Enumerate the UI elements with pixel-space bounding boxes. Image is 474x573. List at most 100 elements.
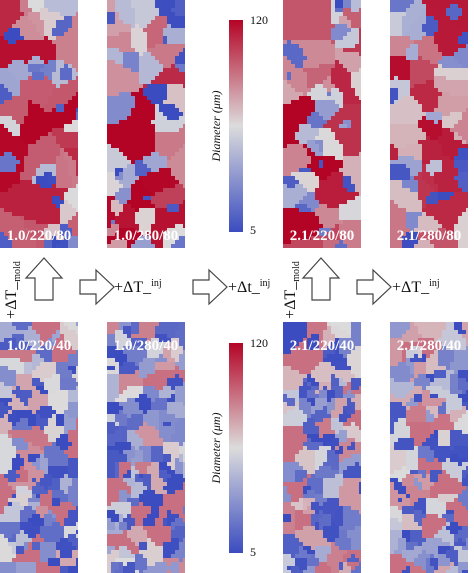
grain xyxy=(36,112,40,116)
grain xyxy=(331,32,335,36)
grain xyxy=(438,204,442,208)
grain xyxy=(155,48,159,52)
grain xyxy=(323,64,327,68)
grain xyxy=(442,160,446,164)
grain xyxy=(327,164,331,168)
grain xyxy=(343,240,347,244)
grain xyxy=(36,48,40,52)
grain xyxy=(426,104,430,108)
grain xyxy=(143,128,147,132)
grain xyxy=(147,168,151,172)
grain xyxy=(56,120,60,124)
grain xyxy=(20,108,24,112)
grain xyxy=(359,48,361,52)
grain xyxy=(450,208,454,212)
grain xyxy=(8,212,12,216)
grain xyxy=(183,140,185,144)
grain xyxy=(311,68,315,72)
grain xyxy=(60,92,64,96)
grain xyxy=(323,208,327,212)
grain xyxy=(32,196,36,200)
grain xyxy=(163,140,167,144)
grain xyxy=(347,84,351,88)
grain xyxy=(48,120,52,124)
grain xyxy=(438,76,442,80)
grain xyxy=(462,132,466,136)
grain xyxy=(72,112,76,116)
grain xyxy=(115,224,119,228)
grain xyxy=(442,108,446,112)
grain xyxy=(32,84,36,88)
grain xyxy=(323,136,327,140)
grain xyxy=(295,108,299,112)
grain xyxy=(307,168,311,172)
grain xyxy=(295,76,299,80)
grain xyxy=(183,176,185,180)
grain xyxy=(426,116,430,120)
grain xyxy=(48,124,52,128)
grain xyxy=(315,112,319,116)
grain xyxy=(155,144,159,148)
grain xyxy=(355,188,359,192)
grain xyxy=(458,60,462,64)
grain xyxy=(450,36,454,40)
grain xyxy=(48,92,52,96)
grain xyxy=(127,128,131,132)
grain xyxy=(430,100,434,104)
grain xyxy=(390,200,394,204)
grain xyxy=(414,236,418,240)
grain xyxy=(28,184,32,188)
grain xyxy=(295,4,299,8)
grain xyxy=(291,220,295,224)
grain xyxy=(175,0,179,4)
grain xyxy=(422,8,426,12)
grain xyxy=(454,136,458,140)
grain xyxy=(343,40,347,44)
grain xyxy=(171,176,175,180)
grain xyxy=(307,88,311,92)
grain xyxy=(135,220,139,224)
grain xyxy=(295,124,299,128)
grain xyxy=(127,176,131,180)
grain xyxy=(16,188,20,192)
grain xyxy=(147,104,151,108)
grain xyxy=(323,0,327,4)
grain xyxy=(8,322,12,326)
grain xyxy=(171,4,175,8)
grain xyxy=(60,64,64,68)
grain xyxy=(398,40,402,44)
grain xyxy=(414,44,418,48)
grain xyxy=(462,184,466,188)
grain xyxy=(327,228,331,232)
grain xyxy=(159,184,163,188)
grain xyxy=(8,148,12,152)
grain xyxy=(28,68,32,72)
grain xyxy=(36,240,40,244)
grain xyxy=(291,192,295,196)
grain xyxy=(16,136,20,140)
grain xyxy=(139,104,143,108)
grain xyxy=(56,64,60,68)
grain xyxy=(454,176,458,180)
grain xyxy=(299,160,303,164)
grain xyxy=(183,108,185,112)
grain xyxy=(430,168,434,172)
grain xyxy=(64,164,68,168)
grain xyxy=(175,56,179,60)
grain xyxy=(179,232,183,236)
grain xyxy=(426,52,430,56)
grain xyxy=(406,180,410,184)
grain xyxy=(179,204,183,208)
grain xyxy=(40,44,44,48)
grain xyxy=(287,172,291,176)
grain xyxy=(56,96,60,100)
grain xyxy=(12,12,16,16)
grain xyxy=(414,124,418,128)
grain xyxy=(299,76,303,80)
grain xyxy=(163,56,167,60)
grain xyxy=(335,104,339,108)
grain xyxy=(12,116,16,120)
grain xyxy=(410,8,414,12)
grain xyxy=(438,144,442,148)
grain xyxy=(60,36,64,40)
